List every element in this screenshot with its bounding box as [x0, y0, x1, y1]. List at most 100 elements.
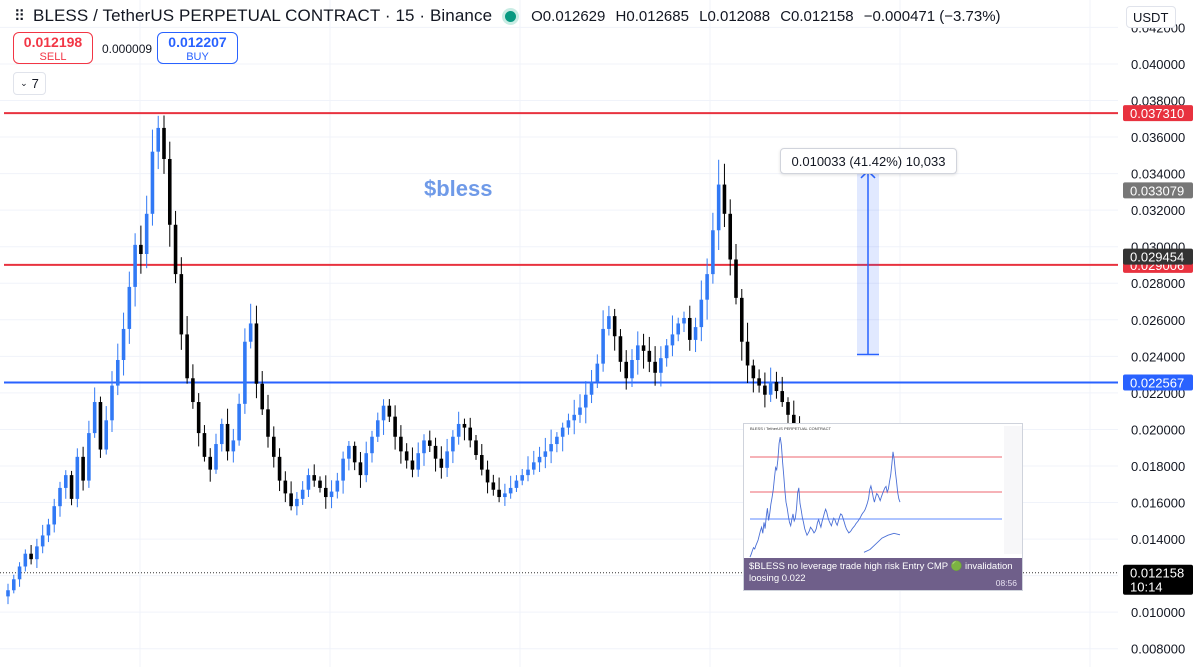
candle-body	[202, 433, 207, 457]
candle-body	[687, 317, 692, 340]
price-tag-label: 0.012158	[1130, 566, 1184, 581]
candle-body	[289, 493, 293, 507]
candle-body	[422, 440, 426, 454]
candle-body	[260, 383, 265, 410]
measure-tool[interactable]	[857, 169, 879, 356]
inset-message-text: $BLESS no leverage trade high risk Entry…	[749, 561, 1013, 584]
candle-body	[243, 341, 247, 404]
candle-body	[445, 451, 449, 468]
candle-body	[17, 566, 22, 580]
candle-body	[300, 489, 305, 499]
candle-series	[6, 115, 894, 605]
candle-body	[745, 341, 750, 366]
candle-body	[456, 423, 461, 437]
candle-body	[208, 456, 213, 470]
candle-body	[497, 489, 501, 498]
candle-body	[52, 506, 57, 525]
candle-body	[58, 487, 62, 507]
candle-body	[722, 184, 727, 214]
candle-body	[173, 224, 178, 275]
candle-body	[6, 590, 10, 597]
candle-body	[514, 480, 519, 488]
candle-body	[462, 423, 467, 428]
candle-body	[29, 553, 33, 560]
candle-body	[531, 462, 536, 470]
candle-body	[607, 316, 611, 329]
candle-body	[768, 381, 773, 395]
candle-body	[451, 436, 455, 452]
candle-body	[329, 491, 334, 498]
indicators-toggle[interactable]: ⌄ 7	[13, 72, 46, 95]
candle-body	[75, 456, 80, 499]
candle-body	[248, 323, 253, 342]
candle-body	[601, 328, 605, 364]
price-tag	[1123, 182, 1193, 199]
candle-body	[757, 378, 761, 386]
candle-body	[139, 244, 143, 255]
candle-body	[404, 451, 409, 461]
candle-body	[705, 274, 709, 300]
candle-body	[231, 440, 236, 452]
candle-body	[370, 436, 374, 454]
candle-body	[774, 381, 779, 392]
candle-body	[121, 328, 126, 360]
candle-body	[641, 345, 646, 351]
candle-body	[63, 475, 68, 488]
axis-tick-label: 0.028000	[1131, 276, 1185, 291]
inset-title: BLESS / TetherUS PERPETUAL CONTRACT	[750, 426, 831, 431]
open-value: O0.012629	[531, 7, 606, 25]
market-open-icon	[502, 7, 520, 25]
candle-body	[595, 363, 600, 382]
candle-body	[167, 158, 172, 225]
axis-tick-label: 0.026000	[1131, 313, 1185, 328]
candle-body	[98, 402, 103, 450]
candle-body	[491, 482, 496, 490]
axis-tick-label: 0.016000	[1131, 496, 1185, 511]
candle-body	[306, 475, 311, 490]
candle-body	[555, 436, 559, 445]
candle-body	[503, 493, 507, 498]
buy-button[interactable]: 0.012207 BUY	[157, 32, 238, 64]
candle-body	[537, 456, 542, 463]
candle-body	[104, 420, 109, 450]
candle-body	[81, 456, 85, 481]
symbol-title[interactable]: BLESS / TetherUS PERPETUAL CONTRACT · 15…	[33, 6, 493, 25]
candle-body	[381, 405, 386, 421]
candle-body	[46, 524, 51, 536]
candle-body	[219, 423, 224, 445]
axis-tick-label: 0.018000	[1131, 459, 1185, 474]
drag-handle-icon[interactable]: ⠿	[14, 8, 25, 25]
candle-body	[699, 299, 704, 328]
close-value: C0.012158	[780, 7, 854, 25]
ohlc-values: O0.012629 H0.012685 L0.012088 C0.012158 …	[531, 8, 1006, 25]
symbol-header: ⠿ BLESS / TetherUS PERPETUAL CONTRACT · …	[14, 5, 1007, 27]
candle-body	[364, 453, 369, 476]
candle-body	[739, 297, 744, 342]
candle-body	[468, 427, 473, 441]
embedded-screenshot: BLESS / TetherUS PERPETUAL CONTRACT $BLE…	[743, 423, 1023, 591]
sell-price: 0.012198	[23, 34, 83, 50]
axis-tick-label: 0.032000	[1131, 203, 1185, 218]
candle-body	[416, 453, 421, 470]
candle-body	[716, 184, 721, 231]
candle-body	[508, 487, 513, 494]
chart-annotation[interactable]: $bless	[424, 176, 493, 201]
axis-tick-label: 0.010000	[1131, 605, 1185, 620]
indicators-count: 7	[31, 76, 39, 91]
currency-selector[interactable]: USDT	[1126, 6, 1176, 28]
candle-body	[196, 402, 201, 434]
candle-body	[589, 381, 594, 395]
candle-body	[185, 334, 189, 379]
sell-button[interactable]: 0.012198 SELL	[13, 32, 93, 64]
candle-body	[734, 259, 738, 298]
candle-body	[283, 480, 288, 494]
candle-body	[659, 358, 663, 373]
axis-tick-label: 0.036000	[1131, 130, 1185, 145]
price-axis[interactable]: 0.0420000.0400000.0380000.0360000.034000…	[1118, 0, 1199, 667]
inset-time: 08:56	[995, 578, 1017, 588]
buy-price: 0.012207	[168, 34, 227, 50]
change-value: −0.000471 (−3.73%)	[863, 7, 1001, 25]
candle-body	[352, 445, 357, 463]
candle-body	[375, 420, 380, 437]
candle-body	[560, 427, 565, 437]
